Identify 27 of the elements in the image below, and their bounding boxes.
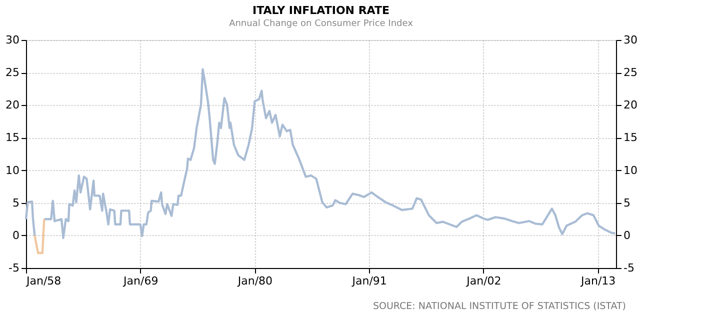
chart-subtitle: Annual Change on Consumer Price Index xyxy=(229,19,414,29)
y2-tick-label: 20 xyxy=(624,98,638,112)
y-tick-label: 30 xyxy=(6,34,20,46)
line-series xyxy=(43,68,616,240)
x-tick-label: Jan/69 xyxy=(122,274,158,288)
chart-title: ITALY INFLATION RATE xyxy=(252,4,390,17)
y2-tick-label: 30 xyxy=(624,34,638,46)
y-tick-label: 15 xyxy=(6,131,20,144)
y2-tick-label: 15 xyxy=(624,131,638,144)
y2-tick-label: 5 xyxy=(624,196,630,210)
y-tick-label: 20 xyxy=(6,98,20,112)
y2-tick-label: 10 xyxy=(624,164,638,177)
y-tick-label: 10 xyxy=(6,164,20,177)
source-note: SOURCE: NATIONAL INSTITUTE OF STATISTICS (ISTAT) xyxy=(372,301,626,312)
y2-tick-label: 0 xyxy=(624,228,630,242)
x-tick-label: Jan/58 xyxy=(26,274,62,288)
y-tick-label: 5 xyxy=(12,196,20,210)
x-tick-label: Jan/91 xyxy=(351,274,387,288)
x-tick-label: Jan/13 xyxy=(580,274,616,288)
line-series xyxy=(24,200,36,237)
x-tick-label: Jan/80 xyxy=(236,274,273,288)
y-tick-label: -5 xyxy=(8,262,20,274)
x-tick-label: Jan/02 xyxy=(466,274,502,288)
y2-tick-label: 25 xyxy=(624,66,638,80)
y-tick-label: 0 xyxy=(12,228,20,242)
y-tick-label: 25 xyxy=(6,66,20,80)
y2-tick-label: -5 xyxy=(624,262,634,274)
